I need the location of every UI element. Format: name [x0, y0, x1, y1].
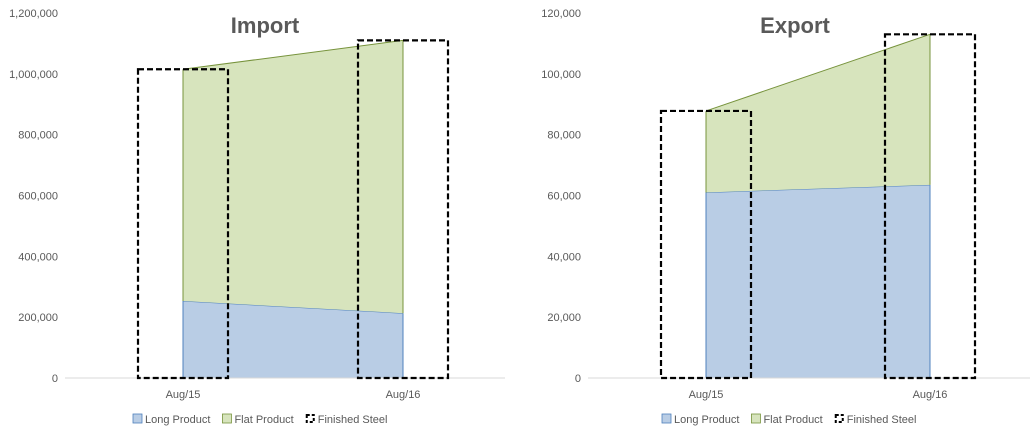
y-tick-label: 20,000	[547, 312, 581, 324]
x-tick-label: Aug/15	[166, 389, 201, 401]
y-tick-label: 100,000	[541, 69, 581, 81]
finished-steel-box	[883, 33, 977, 380]
legend-label-long-product: Long Product	[674, 414, 739, 426]
finished-steel-box	[659, 109, 753, 380]
y-tick-label: 0	[575, 373, 581, 385]
legend-swatch-flat-product	[751, 413, 761, 424]
y-tick-label: 800,000	[18, 130, 58, 142]
y-tick-label: 1,200,000	[9, 8, 58, 20]
legend-swatch-long-product	[661, 413, 672, 424]
x-tick-label: Aug/16	[386, 389, 421, 401]
legend-swatch-flat-product	[222, 413, 232, 424]
area-flat-product	[706, 34, 930, 193]
y-tick-label: 400,000	[18, 251, 58, 263]
finished-steel-box	[136, 68, 230, 380]
area-long-product	[183, 301, 403, 378]
legend-label-flat-product: Flat Product	[763, 414, 822, 426]
legend-label-finished-steel: Finished Steel	[318, 414, 388, 426]
x-tick-label: Aug/16	[913, 389, 948, 401]
finished-steel-box	[356, 39, 450, 380]
area-edge-flat-product	[182, 39, 404, 70]
y-tick-label: 40,000	[547, 251, 581, 263]
chart-title: Import	[231, 13, 300, 38]
y-tick-label: 600,000	[18, 191, 58, 203]
legend-label-finished-steel: Finished Steel	[847, 414, 917, 426]
legend-swatch-finished-steel	[305, 414, 315, 423]
area-flat-product	[183, 40, 403, 314]
y-tick-label: 60,000	[547, 191, 581, 203]
area-edge-flat-product	[705, 33, 931, 112]
y-tick-label: 0	[52, 373, 58, 385]
chart-import: Import 0 200,000 400,000 600,000 800,000 1,000…	[9, 8, 505, 426]
y-tick-label: 80,000	[547, 130, 581, 142]
chart-export: Export 0 20,000 40,000 60,000 80,000 100,000 12…	[541, 8, 1030, 426]
legend-label-flat-product: Flat Product	[234, 414, 293, 426]
chart-title: Export	[760, 13, 830, 38]
legend-label-long-product: Long Product	[145, 414, 210, 426]
legend-swatch-long-product	[132, 413, 143, 424]
area-long-product	[706, 184, 930, 378]
y-tick-label: 120,000	[541, 8, 581, 20]
y-tick-label: 200,000	[18, 312, 58, 324]
x-tick-label: Aug/15	[689, 389, 724, 401]
legend-swatch-finished-steel	[834, 414, 844, 423]
y-tick-label: 1,000,000	[9, 69, 58, 81]
